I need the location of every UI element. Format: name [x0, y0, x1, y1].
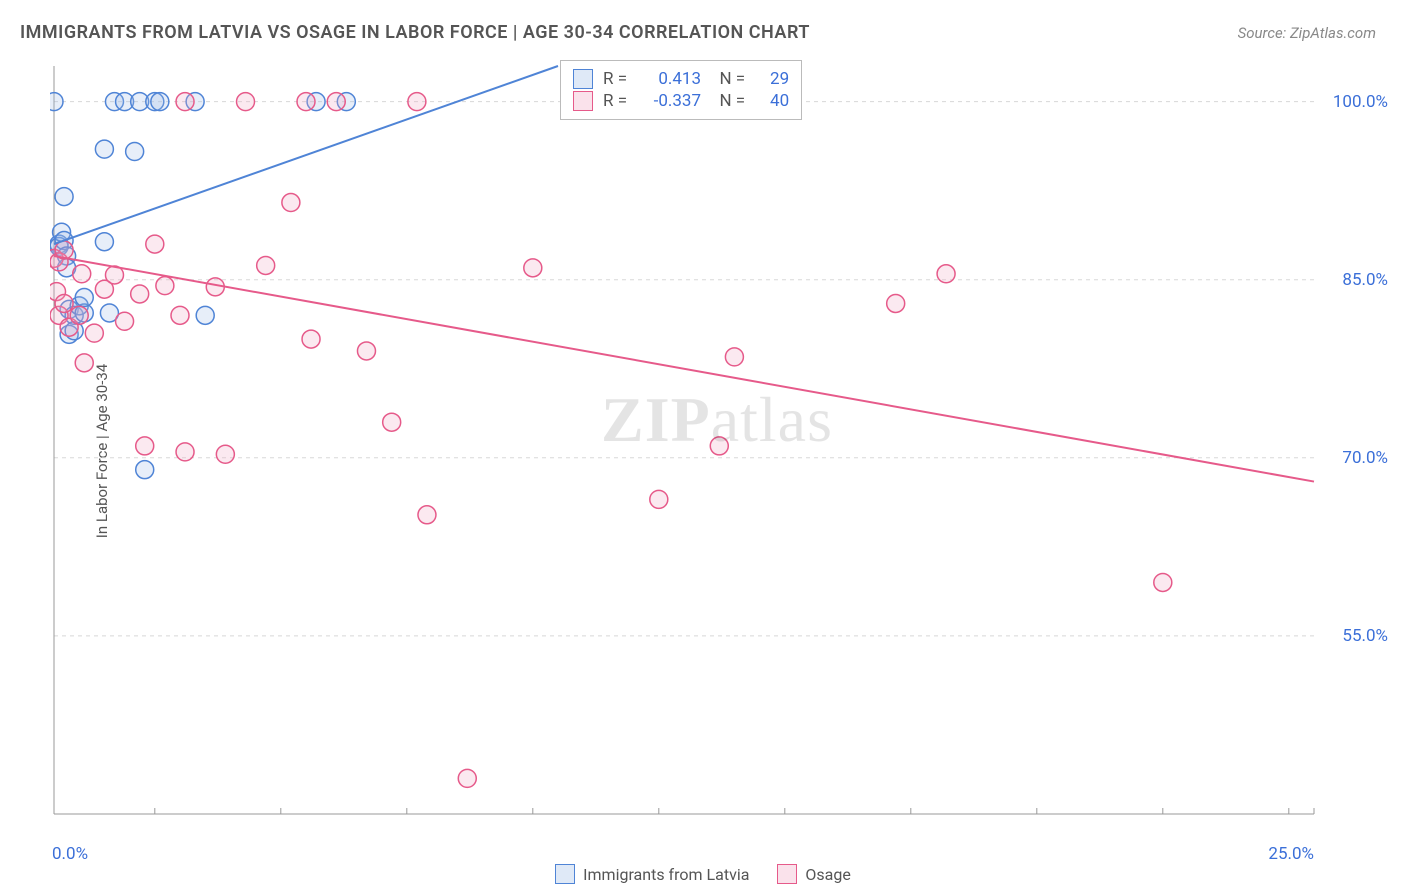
- y-tick-label: 70.0%: [1342, 448, 1388, 468]
- legend-r-label: R =: [603, 91, 627, 111]
- legend-swatch: [777, 864, 797, 884]
- legend-row: R = -0.337 N = 40: [573, 91, 789, 111]
- legend-n-label: N =: [711, 91, 745, 111]
- legend-r-value: 0.413: [637, 69, 701, 89]
- legend-row: R = 0.413 N = 29: [573, 69, 789, 89]
- legend-swatch: [573, 69, 593, 89]
- y-tick-label: 55.0%: [1342, 626, 1388, 646]
- scatter-plot: [50, 60, 1384, 842]
- chart-area: In Labor Force | Age 30-34 ZIPatlas R =0…: [50, 60, 1384, 842]
- x-tick-label: 25.0%: [1268, 844, 1314, 864]
- legend-n-value: 40: [755, 91, 789, 111]
- series-legend-label: Osage: [805, 865, 850, 884]
- legend-r-value: -0.337: [637, 91, 701, 111]
- legend-swatch: [555, 864, 575, 884]
- y-tick-label: 85.0%: [1342, 270, 1388, 290]
- series-legend-label: Immigrants from Latvia: [583, 865, 749, 884]
- series-legend-item: Osage: [777, 864, 850, 884]
- correlation-legend: R = 0.413 N = 29 R = -0.337 N = 40: [560, 60, 802, 120]
- legend-n-label: N =: [711, 69, 745, 89]
- y-tick-label: 100.0%: [1333, 92, 1388, 112]
- legend-n-value: 29: [755, 69, 789, 89]
- legend-r-label: R =: [603, 69, 627, 89]
- series-legend: Immigrants from Latvia Osage: [0, 864, 1406, 884]
- series-legend-item: Immigrants from Latvia: [555, 864, 749, 884]
- x-tick-label: 0.0%: [52, 844, 88, 864]
- chart-title: IMMIGRANTS FROM LATVIA VS OSAGE IN LABOR…: [20, 22, 810, 43]
- legend-swatch: [573, 91, 593, 111]
- source-label: Source: ZipAtlas.com: [1238, 24, 1376, 42]
